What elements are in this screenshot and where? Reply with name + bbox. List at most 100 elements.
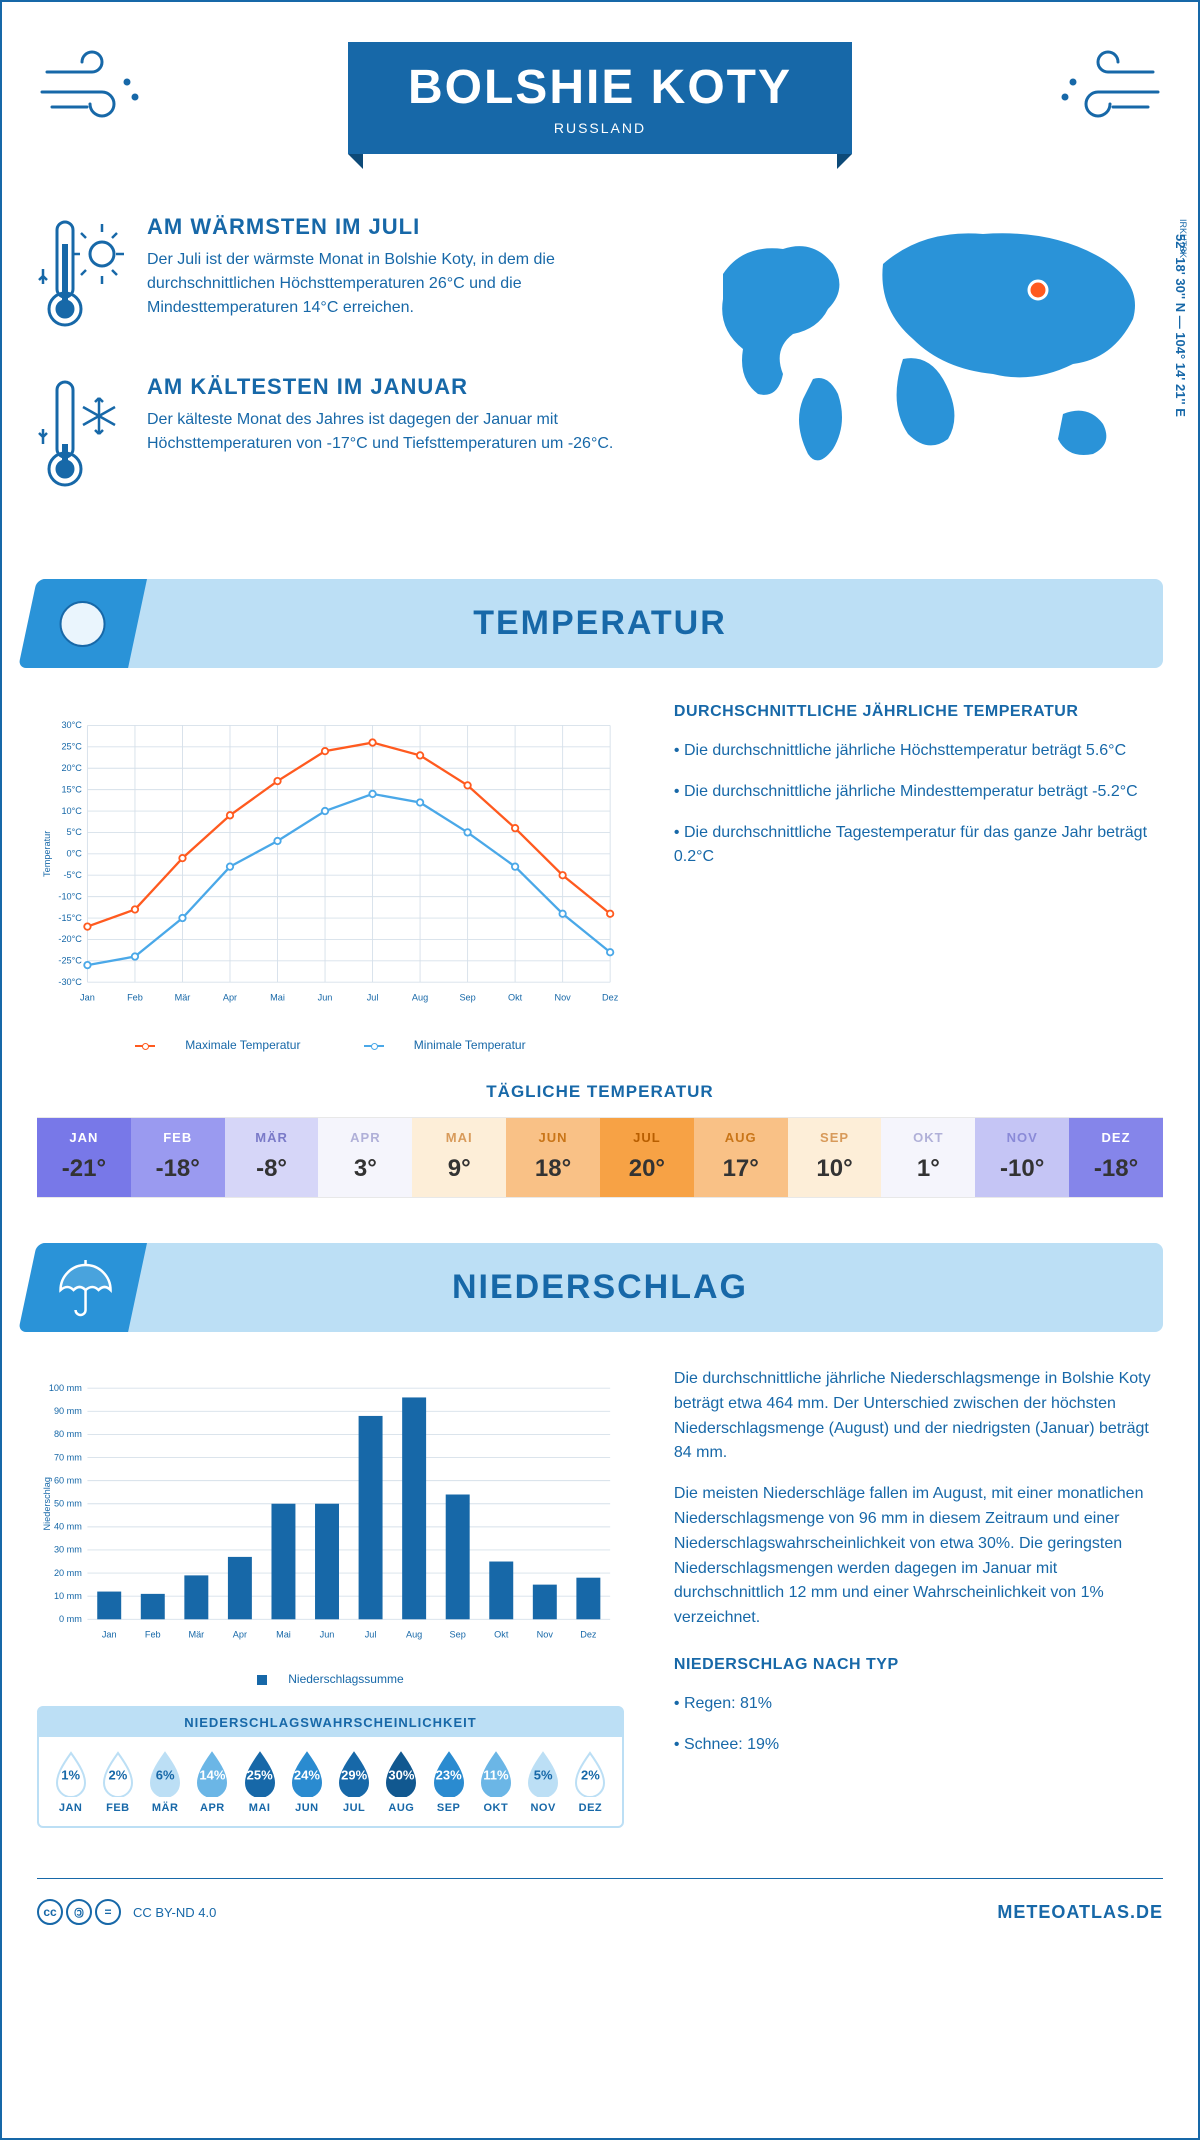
svg-text:30 mm: 30 mm	[54, 1545, 82, 1555]
world-map: IRKUTSK 52° 18' 30'' N — 104° 14' 21'' E	[683, 214, 1163, 534]
precip-p1: Die durchschnittliche jährliche Niedersc…	[674, 1367, 1163, 1466]
header: BOLSHIE KOTY RUSSLAND	[37, 2, 1163, 184]
fact-cold-title: AM KÄLTESTEN IM JANUAR	[147, 374, 643, 400]
svg-text:20°C: 20°C	[61, 763, 82, 773]
precip-bytype-title: NIEDERSCHLAG NACH TYP	[674, 1656, 1163, 1674]
svg-text:Apr: Apr	[233, 1630, 247, 1640]
svg-text:-25°C: -25°C	[58, 956, 82, 966]
daily-cell: OKT1°	[881, 1118, 975, 1197]
svg-text:10°C: 10°C	[61, 806, 82, 816]
daily-cell: NOV-10°	[975, 1118, 1069, 1197]
svg-text:30°C: 30°C	[61, 720, 82, 730]
svg-text:20 mm: 20 mm	[54, 1568, 82, 1578]
svg-text:Nov: Nov	[554, 993, 571, 1003]
svg-text:60 mm: 60 mm	[54, 1475, 82, 1485]
temp-legend: Maximale Temperatur Minimale Temperatur	[37, 1038, 624, 1052]
precip-legend: Niederschlagssumme	[37, 1672, 624, 1686]
daily-temp-title: TÄGLICHE TEMPERATUR	[37, 1082, 1163, 1102]
temp-bullet: • Die durchschnittliche jährliche Mindes…	[674, 780, 1163, 805]
prob-cell: 23%SEP	[425, 1749, 472, 1814]
precip-summary: Die durchschnittliche jährliche Niedersc…	[674, 1367, 1163, 1828]
svg-text:Apr: Apr	[223, 993, 237, 1003]
license-text: CC BY-ND 4.0	[133, 1905, 216, 1920]
svg-text:Aug: Aug	[412, 993, 428, 1003]
temperature-title: TEMPERATUR	[37, 604, 1163, 643]
svg-text:25°C: 25°C	[61, 742, 82, 752]
daily-cell: FEB-18°	[131, 1118, 225, 1197]
svg-text:70 mm: 70 mm	[54, 1452, 82, 1462]
section-header-precip: NIEDERSCHLAG	[37, 1243, 1163, 1332]
section-header-temperature: TEMPERATUR	[37, 579, 1163, 668]
svg-text:Mai: Mai	[276, 1630, 291, 1640]
umbrella-icon	[28, 1243, 138, 1332]
prob-cell: 25%MAI	[236, 1749, 283, 1814]
svg-text:Jul: Jul	[365, 1630, 377, 1640]
svg-text:-30°C: -30°C	[58, 977, 82, 987]
svg-text:90 mm: 90 mm	[54, 1406, 82, 1416]
svg-text:Okt: Okt	[494, 1630, 509, 1640]
page-title: BOLSHIE KOTY	[408, 60, 792, 115]
svg-text:80 mm: 80 mm	[54, 1429, 82, 1439]
wind-icon	[37, 47, 147, 132]
daily-cell: APR3°	[318, 1118, 412, 1197]
svg-text:Jul: Jul	[367, 993, 379, 1003]
daily-temp-grid: JAN-21°FEB-18°MÄR-8°APR3°MAI9°JUN18°JUL2…	[37, 1117, 1163, 1198]
svg-text:40 mm: 40 mm	[54, 1522, 82, 1532]
fact-warm-title: AM WÄRMSTEN IM JULI	[147, 214, 643, 240]
page-subtitle: RUSSLAND	[408, 120, 792, 136]
prob-cell: 30%AUG	[378, 1749, 425, 1814]
svg-text:100 mm: 100 mm	[49, 1383, 82, 1393]
site-name: METEOATLAS.DE	[997, 1902, 1163, 1923]
daily-cell: JAN-21°	[37, 1118, 131, 1197]
daily-cell: JUL20°	[600, 1118, 694, 1197]
temp-summary-title: DURCHSCHNITTLICHE JÄHRLICHE TEMPERATUR	[674, 703, 1163, 721]
svg-text:Jun: Jun	[318, 993, 333, 1003]
prob-cell: 2%FEB	[94, 1749, 141, 1814]
svg-text:50 mm: 50 mm	[54, 1498, 82, 1508]
svg-text:Niederschlag: Niederschlag	[42, 1477, 52, 1530]
svg-text:Dez: Dez	[602, 993, 619, 1003]
thermometer-hot-icon	[37, 214, 127, 339]
precip-p2: Die meisten Niederschläge fallen im Augu…	[674, 1482, 1163, 1631]
prob-cell: 5%NOV	[520, 1749, 567, 1814]
prob-cell: 6%MÄR	[142, 1749, 189, 1814]
precip-probability: NIEDERSCHLAGSWAHRSCHEINLICHKEIT 1%JAN2%F…	[37, 1706, 624, 1828]
precip-chart: 0 mm 10 mm 20 mm 30 mm 40 mm 50 mm 60 mm 70 mm 8…	[37, 1367, 624, 1828]
daily-cell: JUN18°	[506, 1118, 600, 1197]
svg-text:Temperatur: Temperatur	[42, 831, 52, 877]
temperature-chart: -30°C-25°C-20°C-15°C-10°C-5°C0°C5°C10°C1…	[37, 703, 624, 1052]
svg-text:5°C: 5°C	[67, 827, 83, 837]
svg-text:10 mm: 10 mm	[54, 1591, 82, 1601]
svg-text:-20°C: -20°C	[58, 934, 82, 944]
svg-text:15°C: 15°C	[61, 784, 82, 794]
intro-section: AM WÄRMSTEN IM JULI Der Juli ist der wär…	[37, 214, 1163, 534]
daily-cell: DEZ-18°	[1069, 1118, 1163, 1197]
temp-bullet: • Die durchschnittliche Tagestemperatur …	[674, 821, 1163, 871]
fact-warmest: AM WÄRMSTEN IM JULI Der Juli ist der wär…	[37, 214, 643, 339]
svg-text:Sep: Sep	[459, 993, 475, 1003]
svg-text:-10°C: -10°C	[58, 891, 82, 901]
sun-icon	[28, 579, 138, 668]
temperature-summary: DURCHSCHNITTLICHE JÄHRLICHE TEMPERATUR •…	[674, 703, 1163, 1052]
svg-text:Dez: Dez	[580, 1630, 597, 1640]
prob-title: NIEDERSCHLAGSWAHRSCHEINLICHKEIT	[39, 1708, 622, 1737]
svg-text:0 mm: 0 mm	[59, 1614, 82, 1624]
prob-cell: 1%JAN	[47, 1749, 94, 1814]
svg-text:Feb: Feb	[127, 993, 143, 1003]
svg-text:Aug: Aug	[406, 1630, 422, 1640]
daily-cell: MÄR-8°	[225, 1118, 319, 1197]
worldmap-svg	[683, 214, 1163, 484]
svg-text:Jun: Jun	[320, 1630, 335, 1640]
svg-text:Jan: Jan	[102, 1630, 117, 1640]
prob-cell: 29%JUL	[331, 1749, 378, 1814]
svg-text:Mär: Mär	[175, 993, 191, 1003]
svg-text:Feb: Feb	[145, 1630, 161, 1640]
daily-cell: SEP10°	[788, 1118, 882, 1197]
svg-text:Jan: Jan	[80, 993, 95, 1003]
prob-cell: 24%JUN	[283, 1749, 330, 1814]
prob-cell: 11%OKT	[472, 1749, 519, 1814]
fact-coldest: AM KÄLTESTEN IM JANUAR Der kälteste Mona…	[37, 374, 643, 499]
fact-warm-text: Der Juli ist der wärmste Monat in Bolshi…	[147, 248, 643, 320]
title-banner: BOLSHIE KOTY RUSSLAND	[348, 42, 852, 154]
prob-cell: 2%DEZ	[567, 1749, 614, 1814]
